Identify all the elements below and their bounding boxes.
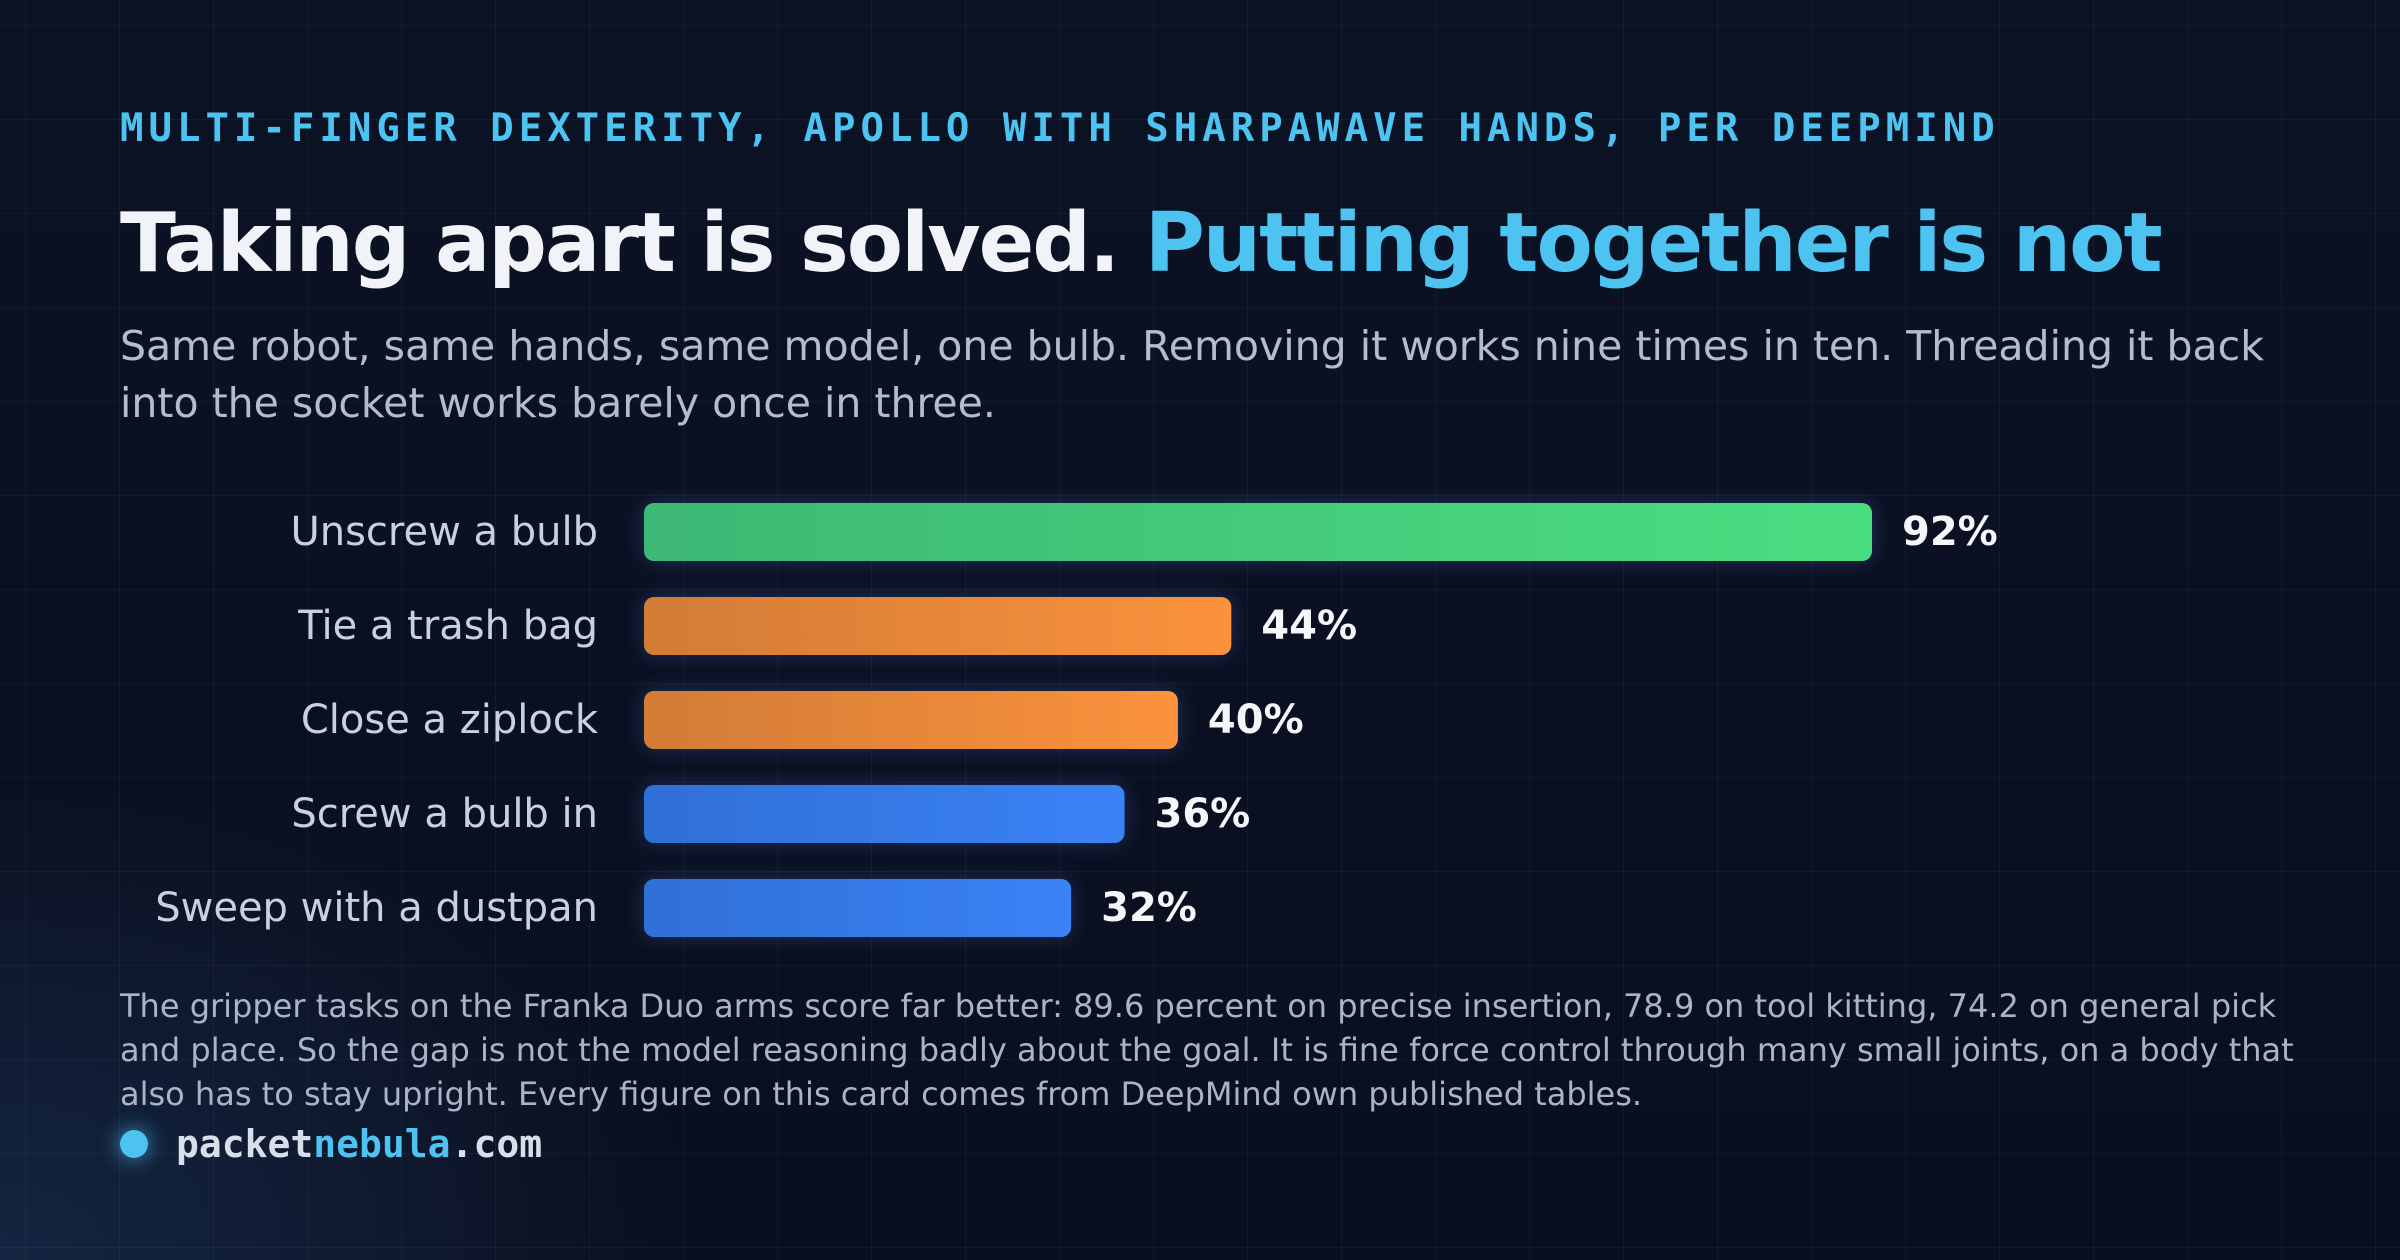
title-part-unsolved: Putting together is not [1144, 196, 2163, 291]
bar [644, 879, 1072, 937]
bar-value-label: 40% [1208, 697, 1304, 743]
subtitle: Same robot, same hands, same model, one … [120, 322, 2264, 427]
brand-name-part1: packet [176, 1122, 314, 1166]
bar-chart: Unscrew a bulb 92% Tie a trash bag 44% Close… [0, 490, 2400, 950]
bar [644, 597, 1232, 655]
title-part-solved: Taking apart is solved. [120, 196, 1120, 291]
bar-value-label: 32% [1101, 885, 1197, 931]
bar-chart-svg: Unscrew a bulb 92% Tie a trash bag 44% Close… [155, 503, 1998, 937]
bar-label: Sweep with a dustpan [155, 885, 598, 931]
footnote: The gripper tasks on the Franka Duo arms… [120, 987, 2294, 1113]
page-title: Taking apart is solved. Putting together… [120, 196, 2163, 291]
bar-label: Close a ziplock [301, 697, 599, 743]
bar [644, 691, 1178, 749]
brand: packet nebula .com [120, 1122, 542, 1166]
bar-value-label: 92% [1902, 509, 1998, 555]
bar [644, 785, 1125, 843]
brand-name-part3: .com [450, 1122, 543, 1166]
brand-name-part2: nebula [313, 1122, 451, 1166]
bar-label: Tie a trash bag [297, 603, 598, 649]
bar-label: Unscrew a bulb [290, 509, 598, 555]
brand-dot-icon [120, 1130, 148, 1158]
kicker: MULTI-FINGER DEXTERITY, APOLLO WITH SHAR… [120, 106, 2000, 151]
bar-value-label: 36% [1155, 791, 1251, 837]
bar [644, 503, 1872, 561]
bar-value-label: 44% [1261, 603, 1357, 649]
bar-label: Screw a bulb in [291, 791, 598, 837]
